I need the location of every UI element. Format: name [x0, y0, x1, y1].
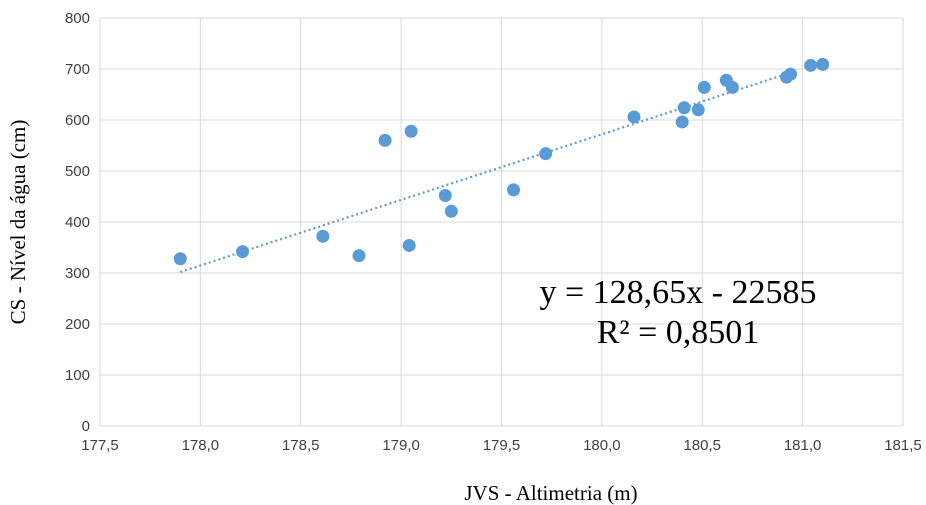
- x-tick-label: 178,5: [282, 437, 320, 454]
- y-tick-label: 500: [65, 163, 90, 180]
- data-point: [804, 58, 818, 72]
- data-point: [677, 101, 691, 115]
- y-tick-label: 600: [65, 112, 90, 129]
- x-tick-label: 180,5: [683, 437, 721, 454]
- data-point: [352, 249, 366, 263]
- data-point: [316, 229, 330, 243]
- data-point: [697, 80, 711, 94]
- x-tick-label: 179,0: [382, 437, 420, 454]
- gridlines: [99, 17, 904, 427]
- y-tick-label: 400: [65, 214, 90, 231]
- x-axis-title: JVS - Altimetria (m): [464, 481, 637, 505]
- data-points: [173, 57, 830, 266]
- trendline: [179, 71, 791, 274]
- data-point: [236, 245, 250, 259]
- data-point: [173, 252, 187, 266]
- y-tick-label: 800: [65, 10, 90, 27]
- trendline-layer: [179, 71, 791, 274]
- y-tick-label: 300: [65, 265, 90, 282]
- data-point: [539, 147, 553, 161]
- r-squared-label: R² = 0,8501: [597, 314, 760, 351]
- data-point: [725, 80, 739, 94]
- data-point: [378, 133, 392, 147]
- data-point: [627, 110, 641, 124]
- data-point: [816, 57, 830, 71]
- x-tick-label: 180,0: [583, 437, 621, 454]
- x-tick-label: 177,5: [81, 437, 119, 454]
- x-tick-label: 181,5: [884, 437, 922, 454]
- data-point: [404, 124, 418, 138]
- y-tick-label: 0: [82, 418, 90, 435]
- x-tick-label: 178,0: [182, 437, 220, 454]
- y-tick-label: 700: [65, 61, 90, 78]
- x-tick-label: 179,5: [483, 437, 521, 454]
- y-axis-title: CS - Nível da água (cm): [6, 120, 30, 325]
- x-tick-label: 181,0: [784, 437, 822, 454]
- data-point: [507, 183, 521, 197]
- data-point: [438, 188, 452, 202]
- y-tick-label: 200: [65, 316, 90, 333]
- data-point: [784, 67, 798, 81]
- data-point: [402, 238, 416, 252]
- data-point: [675, 115, 689, 129]
- data-point: [444, 204, 458, 218]
- trendline-equation: y = 128,65x - 22585: [540, 274, 817, 311]
- y-tick-label: 100: [65, 367, 90, 384]
- tick-labels: 0 100 200 300 400 500 600 700 800 177,5 178,0 178,5…: [65, 10, 922, 454]
- data-point: [691, 103, 705, 117]
